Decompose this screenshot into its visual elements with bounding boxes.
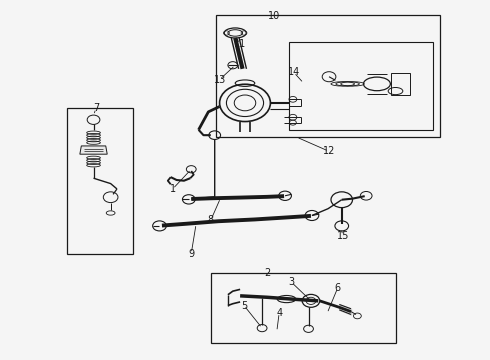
Text: 1: 1 <box>170 184 176 194</box>
Text: 10: 10 <box>268 11 280 21</box>
Text: 12: 12 <box>323 146 335 156</box>
Text: 6: 6 <box>335 283 341 293</box>
Bar <box>391 73 410 95</box>
Bar <box>211 273 396 343</box>
Polygon shape <box>80 146 107 154</box>
Text: 5: 5 <box>241 301 247 311</box>
Text: 14: 14 <box>288 67 300 77</box>
Text: 7: 7 <box>93 103 99 113</box>
Text: 4: 4 <box>276 308 282 318</box>
Text: 8: 8 <box>208 215 214 225</box>
Bar <box>289 42 433 130</box>
Text: 3: 3 <box>288 277 294 287</box>
Text: 11: 11 <box>234 39 246 49</box>
Bar <box>67 108 133 253</box>
Text: 2: 2 <box>264 268 270 278</box>
Text: 9: 9 <box>188 248 195 258</box>
Text: 15: 15 <box>337 231 349 240</box>
Bar <box>216 15 441 137</box>
Text: 13: 13 <box>214 75 226 85</box>
